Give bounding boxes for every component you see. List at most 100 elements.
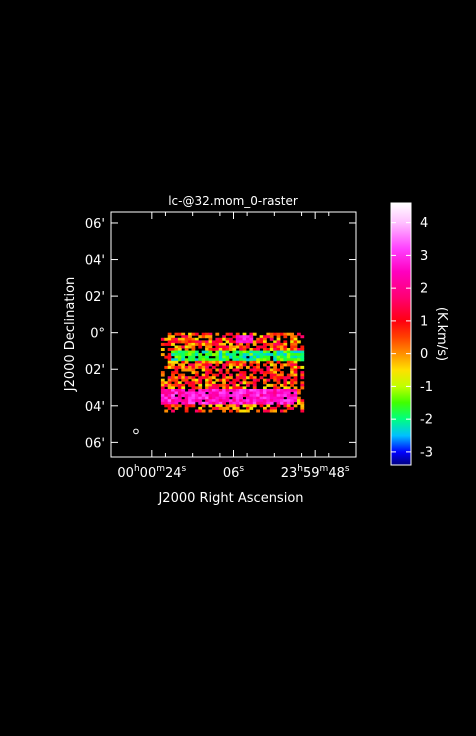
map-cell bbox=[215, 348, 220, 351]
map-cell bbox=[293, 371, 298, 375]
map-cell bbox=[218, 378, 223, 382]
map-cell bbox=[273, 363, 277, 367]
map-cell bbox=[266, 355, 271, 359]
map-cell bbox=[208, 399, 213, 403]
map-cell bbox=[205, 353, 209, 357]
map-cell bbox=[229, 409, 233, 413]
map-cell bbox=[263, 350, 267, 354]
map-cell bbox=[208, 363, 213, 367]
map-cell bbox=[181, 360, 186, 364]
map-cell bbox=[232, 383, 237, 387]
map-cell bbox=[283, 342, 288, 346]
map-cell bbox=[273, 376, 277, 380]
map-cell bbox=[293, 381, 298, 385]
map-cell bbox=[164, 394, 169, 398]
map-cell bbox=[300, 401, 305, 405]
map-cell bbox=[201, 332, 206, 336]
map-cell bbox=[177, 355, 182, 359]
map-cell bbox=[246, 358, 250, 362]
map-cell bbox=[273, 353, 277, 357]
map-cell bbox=[252, 371, 257, 375]
map-cell bbox=[198, 386, 203, 390]
colorbar-label: (K.km/s) bbox=[434, 307, 449, 361]
map-cell bbox=[171, 350, 175, 354]
map-cell bbox=[191, 383, 196, 387]
map-cell bbox=[218, 389, 223, 392]
map-cell bbox=[211, 391, 216, 395]
map-cell bbox=[225, 358, 230, 362]
map-cell bbox=[273, 365, 277, 369]
map-cell bbox=[273, 378, 277, 382]
map-cell bbox=[249, 363, 254, 367]
map-cell bbox=[215, 345, 220, 349]
map-cell bbox=[235, 376, 240, 380]
map-cell bbox=[273, 386, 277, 390]
map-cell bbox=[246, 340, 250, 344]
map-cell bbox=[242, 350, 247, 354]
map-cell bbox=[266, 409, 271, 413]
map-cell bbox=[235, 389, 240, 392]
map-cell bbox=[215, 394, 220, 398]
map-cell bbox=[160, 394, 165, 398]
map-cell bbox=[198, 358, 203, 362]
map-cell bbox=[215, 340, 220, 344]
map-cell bbox=[160, 371, 165, 375]
map-cell bbox=[164, 365, 169, 369]
map-cell bbox=[232, 401, 237, 405]
map-cell bbox=[242, 399, 247, 403]
map-cell bbox=[249, 350, 254, 354]
map-cell bbox=[160, 399, 165, 403]
map-cell bbox=[239, 335, 243, 339]
colorbar-tick-label: -2 bbox=[420, 413, 433, 428]
map-cell bbox=[276, 376, 281, 380]
map-cell bbox=[249, 358, 254, 362]
map-cell bbox=[266, 342, 271, 346]
map-cell bbox=[242, 391, 247, 395]
map-cell bbox=[239, 371, 243, 375]
map-cell bbox=[177, 399, 182, 403]
map-cell bbox=[181, 358, 186, 362]
map-cell bbox=[205, 368, 209, 372]
map-cell bbox=[222, 342, 226, 346]
map-cell bbox=[194, 365, 199, 369]
map-cell bbox=[188, 337, 192, 341]
map-cell bbox=[201, 363, 206, 367]
map-cell bbox=[184, 365, 189, 369]
map-cell bbox=[215, 406, 220, 410]
map-cell bbox=[293, 378, 298, 382]
map-cell bbox=[177, 337, 182, 341]
map-cell bbox=[293, 353, 298, 357]
map-cell bbox=[181, 401, 186, 405]
map-cell bbox=[286, 399, 291, 403]
map-cell bbox=[198, 342, 203, 346]
map-cell bbox=[171, 340, 175, 344]
map-cell bbox=[181, 353, 186, 357]
map-cell bbox=[283, 394, 288, 398]
map-cell bbox=[218, 396, 223, 400]
map-cell bbox=[290, 363, 294, 367]
map-cell bbox=[266, 378, 271, 382]
map-cell bbox=[235, 368, 240, 372]
map-cell bbox=[208, 350, 213, 354]
map-cell bbox=[218, 340, 223, 344]
map-cell bbox=[167, 353, 172, 357]
map-cell bbox=[198, 391, 203, 395]
map-cell bbox=[222, 350, 226, 354]
map-cell bbox=[177, 373, 182, 377]
map-cell bbox=[263, 399, 267, 403]
map-cell bbox=[222, 363, 226, 367]
colorbar-tick-label: -1 bbox=[420, 380, 433, 395]
map-cell bbox=[222, 373, 226, 377]
map-cell bbox=[177, 358, 182, 362]
map-cell bbox=[286, 404, 291, 408]
map-cell bbox=[290, 373, 294, 377]
map-cell bbox=[252, 399, 257, 403]
map-cell bbox=[246, 401, 250, 405]
map-cell bbox=[198, 363, 203, 367]
map-cell bbox=[171, 394, 175, 398]
map-cell bbox=[280, 394, 284, 398]
map-cell bbox=[218, 342, 223, 346]
map-cell bbox=[283, 376, 288, 380]
map-cell bbox=[222, 358, 226, 362]
